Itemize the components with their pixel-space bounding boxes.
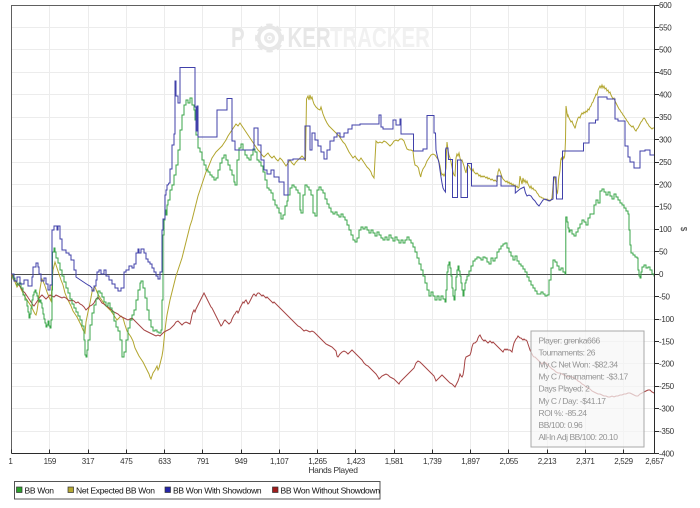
- svg-text:BB Won: BB Won: [25, 486, 55, 496]
- svg-text:350: 350: [659, 113, 672, 122]
- svg-text:BB Won With Showdown: BB Won With Showdown: [173, 486, 262, 496]
- svg-text:317: 317: [82, 457, 95, 466]
- svg-text:0: 0: [659, 270, 664, 279]
- svg-text:2,371: 2,371: [576, 457, 595, 466]
- svg-text:633: 633: [158, 457, 171, 466]
- svg-text:My C Net Won: -$82.34: My C Net Won: -$82.34: [539, 360, 619, 370]
- svg-text:500: 500: [659, 46, 672, 55]
- svg-text:All-In Adj BB/100: 20.10: All-In Adj BB/100: 20.10: [539, 432, 619, 442]
- svg-text:600: 600: [659, 1, 672, 10]
- svg-text:My C / Tournament: -$3.17: My C / Tournament: -$3.17: [539, 372, 629, 382]
- svg-text:-50: -50: [659, 292, 671, 301]
- svg-text:100: 100: [659, 225, 672, 234]
- svg-text:50: 50: [659, 248, 668, 257]
- svg-text:$: $: [679, 227, 688, 232]
- svg-text:1,739: 1,739: [423, 457, 442, 466]
- svg-text:550: 550: [659, 23, 672, 32]
- svg-text:BB Won Without Showdown: BB Won Without Showdown: [281, 486, 381, 496]
- svg-text:Tournaments: 26: Tournaments: 26: [539, 348, 596, 358]
- svg-text:-350: -350: [659, 427, 675, 436]
- svg-text:475: 475: [120, 457, 133, 466]
- svg-text:1,265: 1,265: [308, 457, 327, 466]
- svg-text:949: 949: [235, 457, 248, 466]
- svg-text:250: 250: [659, 158, 672, 167]
- svg-text:Hands Played: Hands Played: [308, 465, 358, 475]
- svg-text:-100: -100: [659, 315, 675, 324]
- svg-text:300: 300: [659, 135, 672, 144]
- svg-text:2,213: 2,213: [538, 457, 557, 466]
- svg-text:-250: -250: [659, 382, 675, 391]
- svg-text:BB/100: 0.96: BB/100: 0.96: [539, 420, 583, 430]
- svg-text:-150: -150: [659, 337, 675, 346]
- svg-text:200: 200: [659, 180, 672, 189]
- svg-text:-300: -300: [659, 405, 675, 414]
- svg-text:1,107: 1,107: [270, 457, 289, 466]
- svg-text:2,657: 2,657: [645, 457, 664, 466]
- svg-text:400: 400: [659, 91, 672, 100]
- svg-text:2,529: 2,529: [614, 457, 633, 466]
- svg-text:1,423: 1,423: [347, 457, 366, 466]
- svg-text:My C / Day: -$41.17: My C / Day: -$41.17: [539, 396, 607, 406]
- svg-text:2,055: 2,055: [500, 457, 519, 466]
- svg-text:Days Played: 2: Days Played: 2: [539, 384, 591, 394]
- svg-text:450: 450: [659, 68, 672, 77]
- svg-text:791: 791: [197, 457, 210, 466]
- svg-text:-400: -400: [659, 449, 675, 458]
- svg-text:TRACKER: TRACKER: [330, 23, 430, 54]
- svg-text:159: 159: [44, 457, 57, 466]
- svg-text:KER: KER: [288, 23, 331, 54]
- svg-text:150: 150: [659, 203, 672, 212]
- svg-text:1,581: 1,581: [385, 457, 404, 466]
- svg-text:P: P: [231, 23, 245, 54]
- svg-text:1: 1: [8, 457, 13, 466]
- svg-text:1,897: 1,897: [461, 457, 480, 466]
- svg-text:ROI %: -85.24: ROI %: -85.24: [539, 408, 588, 418]
- svg-text:Net Expected BB Won: Net Expected BB Won: [76, 486, 155, 496]
- svg-text:Player: grenka666: Player: grenka666: [539, 336, 601, 346]
- svg-text:-200: -200: [659, 360, 675, 369]
